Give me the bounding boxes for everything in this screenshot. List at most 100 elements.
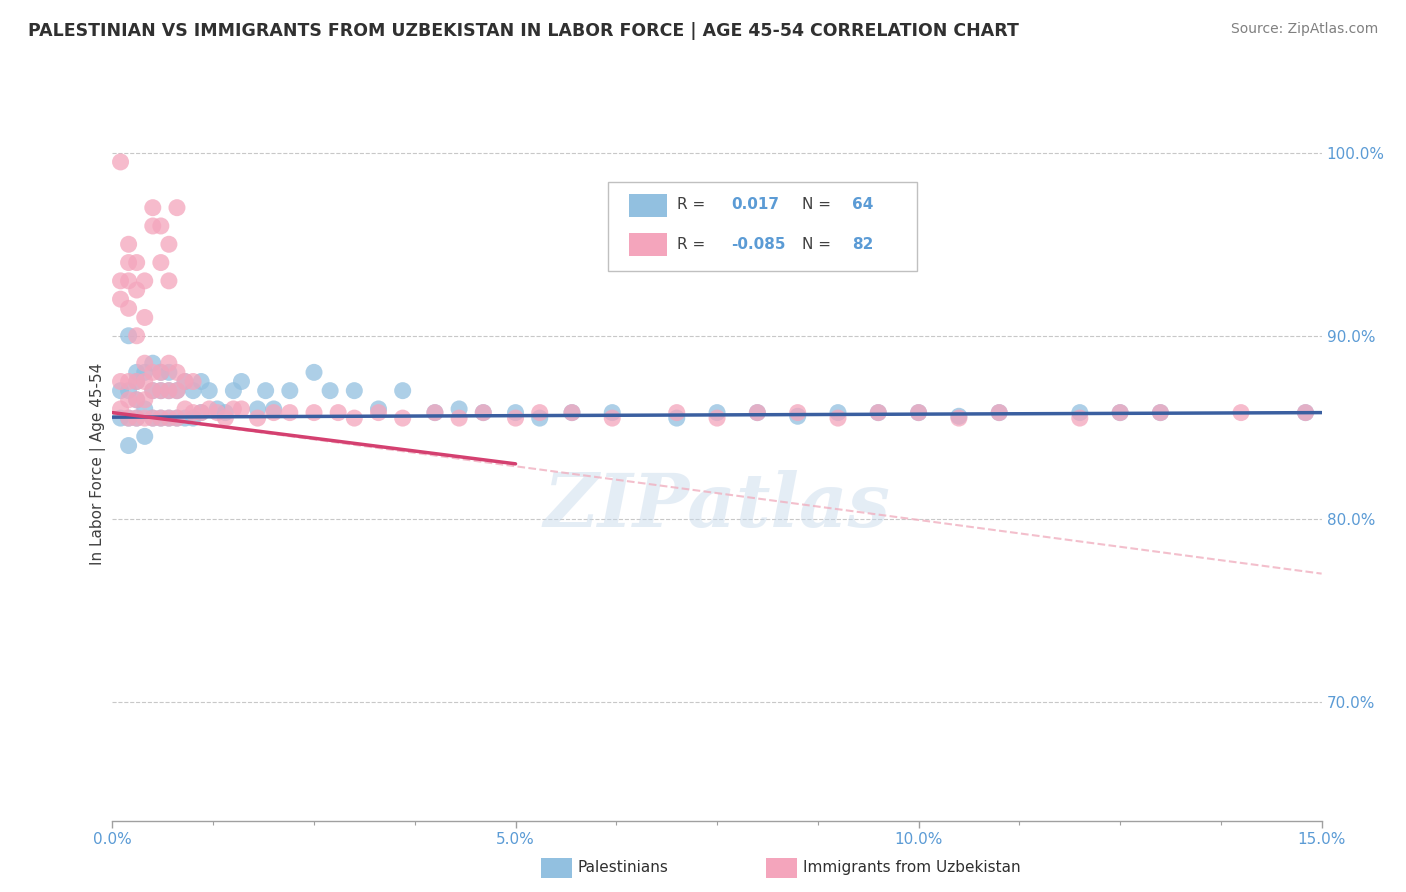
Point xyxy=(263,406,285,420)
Point xyxy=(174,401,197,416)
Point xyxy=(868,406,890,420)
Point xyxy=(110,411,132,425)
Point xyxy=(149,384,172,398)
Point xyxy=(529,411,551,425)
Point xyxy=(948,409,970,424)
Point xyxy=(302,365,325,379)
Point xyxy=(134,365,156,379)
Text: 64: 64 xyxy=(852,197,875,212)
Text: -0.085: -0.085 xyxy=(731,236,786,252)
Point xyxy=(263,401,285,416)
Point xyxy=(1149,406,1171,420)
Text: N =: N = xyxy=(801,197,835,212)
Point xyxy=(134,274,156,288)
Point xyxy=(278,384,301,398)
Point xyxy=(827,406,849,420)
Point xyxy=(449,401,471,416)
Text: ZIPatlas: ZIPatlas xyxy=(544,470,890,543)
Text: Palestinians: Palestinians xyxy=(578,860,669,874)
Text: R =: R = xyxy=(678,197,710,212)
Point xyxy=(988,406,1011,420)
Point xyxy=(117,411,139,425)
Point xyxy=(157,384,180,398)
Point xyxy=(125,375,148,389)
Point xyxy=(166,201,188,215)
Point xyxy=(278,406,301,420)
Point xyxy=(181,384,204,398)
Point xyxy=(214,406,236,420)
Point xyxy=(117,411,139,425)
Point xyxy=(907,406,929,420)
Point xyxy=(134,392,156,407)
Point xyxy=(125,375,148,389)
Point xyxy=(505,411,527,425)
Point xyxy=(125,411,148,425)
Point xyxy=(134,411,156,425)
Point xyxy=(157,365,180,379)
Point xyxy=(117,438,139,452)
Point xyxy=(786,409,808,424)
Point xyxy=(319,384,342,398)
Point xyxy=(391,411,413,425)
Point xyxy=(134,356,156,370)
Point xyxy=(561,406,583,420)
Point xyxy=(157,274,180,288)
Point xyxy=(706,406,728,420)
Point xyxy=(343,384,366,398)
Point xyxy=(868,406,890,420)
Point xyxy=(827,411,849,425)
Point xyxy=(142,365,165,379)
Point xyxy=(142,384,165,398)
Point xyxy=(125,283,148,297)
Point xyxy=(174,375,197,389)
Point xyxy=(1230,406,1253,420)
Point xyxy=(149,411,172,425)
Point xyxy=(157,411,180,425)
Point xyxy=(149,365,172,379)
Point xyxy=(125,365,148,379)
Point xyxy=(174,411,197,425)
Point xyxy=(665,411,688,425)
Point xyxy=(142,356,165,370)
Text: N =: N = xyxy=(801,236,835,252)
Point xyxy=(231,375,253,389)
Point xyxy=(117,274,139,288)
Point xyxy=(166,365,188,379)
Point xyxy=(198,384,221,398)
Point xyxy=(117,328,139,343)
Point xyxy=(190,375,212,389)
Point xyxy=(149,384,172,398)
Point xyxy=(600,411,623,425)
Point xyxy=(988,406,1011,420)
Point xyxy=(117,392,139,407)
Point xyxy=(222,401,245,416)
Point xyxy=(190,406,212,420)
Point xyxy=(110,292,132,306)
Point xyxy=(907,406,929,420)
Text: 82: 82 xyxy=(852,236,875,252)
Point xyxy=(166,411,188,425)
Point xyxy=(181,411,204,425)
Point xyxy=(1069,411,1091,425)
Bar xyxy=(628,234,668,256)
Point xyxy=(134,375,156,389)
Point xyxy=(367,406,389,420)
Point xyxy=(505,406,527,420)
Point xyxy=(117,301,139,316)
Bar xyxy=(628,194,668,217)
Point xyxy=(110,384,132,398)
Point xyxy=(423,406,446,420)
Text: Immigrants from Uzbekistan: Immigrants from Uzbekistan xyxy=(803,860,1021,874)
Point xyxy=(134,310,156,325)
Point xyxy=(343,411,366,425)
Point xyxy=(302,406,325,420)
Point xyxy=(166,384,188,398)
Point xyxy=(600,406,623,420)
Point xyxy=(472,406,495,420)
Point xyxy=(1149,406,1171,420)
Point xyxy=(134,429,156,443)
Point xyxy=(529,406,551,420)
Point xyxy=(181,406,204,420)
Point xyxy=(328,406,350,420)
Point xyxy=(449,411,471,425)
